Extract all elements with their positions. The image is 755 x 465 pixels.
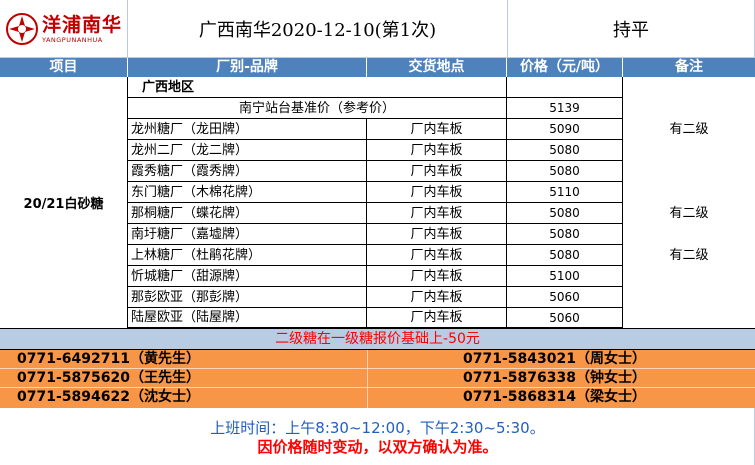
place-cell: 厂内车板	[367, 224, 507, 245]
price-cell: 5080	[507, 203, 623, 224]
factory-cell: 龙州糖厂（龙田牌）	[128, 119, 367, 140]
office-hours: 上班时间：上午8:30~12:00，下午2:30~5:30。	[210, 419, 545, 437]
column-header-note: 备注	[675, 59, 703, 75]
contact-phone: 0771-5894622（沈女士）	[0, 388, 368, 408]
factory-cell: 忻城糖厂（甜源牌）	[128, 266, 367, 287]
table-row: 龙州二厂（龙二牌） 厂内车板 5080	[128, 140, 623, 161]
contact-phone: 0771-5876338（钟女士）	[368, 369, 755, 388]
factory-cell: 那桐糖厂（蝶花牌）	[128, 203, 367, 224]
factory-cell: 上林糖厂（杜鹃花牌）	[128, 245, 367, 266]
column-header-price: 价格（元/吨）	[507, 58, 623, 77]
contact-phone: 0771-6492711（黄先生）	[0, 350, 368, 369]
table-row: 那桐糖厂（蝶花牌） 厂内车板 5080	[128, 203, 623, 224]
place-cell: 厂内车板	[367, 161, 507, 182]
logo-text: 洋浦南华	[42, 13, 123, 36]
column-header-item: 项目	[0, 58, 128, 77]
region-price-cell	[507, 77, 623, 98]
factory-cell: 霞秀糖厂（霞秀牌）	[128, 161, 367, 182]
place-cell: 厂内车板	[367, 266, 507, 287]
note-cell: 有二级	[669, 206, 709, 221]
table-row: 龙州糖厂（龙田牌） 厂内车板 5090	[128, 119, 623, 140]
price-cell: 5090	[507, 119, 623, 140]
place-cell: 厂内车板	[367, 203, 507, 224]
table-row: 上林糖厂（杜鹃花牌） 厂内车板 5080	[128, 245, 623, 266]
table-row: 东门糖厂（木棉花牌） 厂内车板 5110	[128, 182, 623, 203]
place-cell: 厂内车板	[367, 140, 507, 161]
table-row: 忻城糖厂（甜源牌） 厂内车板 5100	[128, 266, 623, 287]
status-label: 持平	[508, 0, 755, 58]
price-cell: 5080	[507, 161, 623, 182]
logo-subtext: YANGPUNANHUA	[42, 35, 103, 44]
factory-cell: 龙州二厂（龙二牌）	[128, 140, 367, 161]
place-cell: 厂内车板	[367, 308, 507, 328]
logo-mark-icon	[6, 12, 38, 45]
factory-cell: 陆屋欧亚（陆屋牌）	[128, 308, 367, 328]
footer: 上班时间：上午8:30~12:00，下午2:30~5:30。 因价格随时变动，以…	[0, 408, 755, 465]
factory-cell: 南圩糖厂（嘉墟牌）	[128, 224, 367, 245]
contact-list: 0771-6492711（黄先生） 0771-5843021（周女士） 0771…	[0, 350, 755, 408]
note-cell: 有二级	[669, 122, 709, 137]
table-row: 南圩糖厂（嘉墟牌） 厂内车板 5080	[128, 224, 623, 245]
grade-notice: 二级糖在一级糖报价基础上-50元	[0, 328, 755, 350]
price-cell: 5080	[507, 245, 623, 266]
place-cell: 厂内车板	[367, 182, 507, 203]
price-cell: 5110	[507, 182, 623, 203]
region-row: 广西地区	[128, 77, 623, 98]
contact-phone: 0771-5843021（周女士）	[368, 350, 755, 369]
place-cell: 厂内车板	[367, 119, 507, 140]
contact-phone: 0771-5868314（梁女士）	[463, 389, 646, 405]
region-label: 广西地区	[128, 77, 507, 98]
factory-cell: 那彭欧亚（那彭牌）	[128, 287, 367, 308]
table-row: 那彭欧亚（那彭牌） 厂内车板 5060	[128, 287, 623, 308]
table-row: 霞秀糖厂（霞秀牌） 厂内车板 5080	[128, 161, 623, 182]
item-label: 20/21白砂糖	[0, 77, 128, 328]
table-row: 陆屋欧亚（陆屋牌） 厂内车板 5060	[128, 308, 623, 328]
column-header-factory: 厂别-品牌	[128, 58, 367, 77]
reference-price: 5139	[507, 98, 623, 119]
price-cell: 5080	[507, 140, 623, 161]
notes-column: 有二级 有二级 有二级	[623, 77, 755, 328]
reference-row: 南宁站台基准价（参考价） 5139	[128, 98, 623, 119]
place-cell: 厂内车板	[367, 245, 507, 266]
logo: 洋浦南华 YANGPUNANHUA	[0, 0, 128, 58]
note-cell: 有二级	[669, 248, 709, 263]
price-cell: 5080	[507, 224, 623, 245]
price-cell: 5060	[507, 287, 623, 308]
price-disclaimer: 因价格随时变动，以双方确认为准。	[257, 438, 498, 456]
factory-cell: 东门糖厂（木棉花牌）	[128, 182, 367, 203]
column-header-place: 交货地点	[367, 58, 507, 77]
reference-label: 南宁站台基准价（参考价）	[128, 98, 507, 119]
contact-phone: 0771-5875620（王先生）	[0, 369, 368, 388]
price-cell: 5100	[507, 266, 623, 287]
price-cell: 5060	[507, 308, 623, 328]
page-title: 广西南华2020-12-10(第1次)	[128, 0, 508, 58]
column-header-row: 项目 厂别-品牌 交货地点 价格（元/吨） 备注	[0, 58, 755, 77]
place-cell: 厂内车板	[367, 287, 507, 308]
